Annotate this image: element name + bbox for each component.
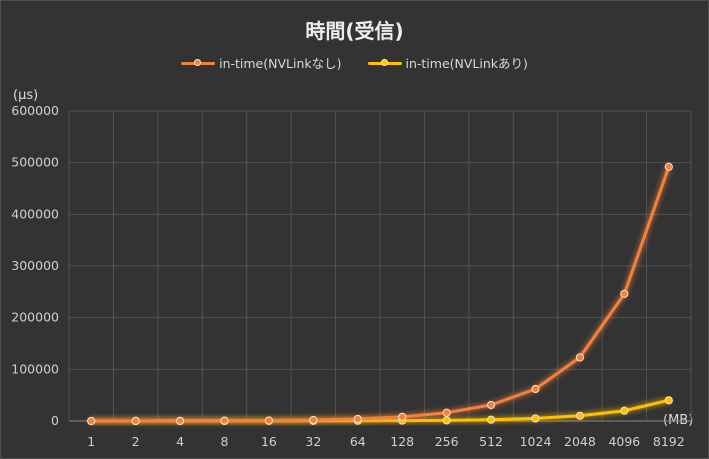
- x-tick-label: 4096: [608, 434, 640, 449]
- y-tick-label: 0: [51, 413, 59, 428]
- x-tick-label: 64: [350, 434, 366, 449]
- data-point-series-2: [442, 416, 451, 425]
- y-tick-label: 100000: [11, 361, 59, 376]
- legend-item-series-1: in-time(NVLinkなし): [181, 53, 342, 72]
- y-tick-label: 500000: [11, 155, 59, 170]
- y-tick-label: 300000: [11, 258, 59, 273]
- y-tick-label: 600000: [11, 103, 59, 118]
- chart-legend: in-time(NVLinkなし) in-time(NVLinkあり): [1, 53, 708, 72]
- x-tick-label: 256: [435, 434, 459, 449]
- y-tick-label: 200000: [11, 310, 59, 325]
- data-point-series-1: [486, 400, 496, 410]
- data-point-series-1: [531, 384, 540, 394]
- x-tick-label: 128: [390, 434, 414, 449]
- data-point-series-2: [664, 396, 673, 405]
- data-point-series-1: [575, 353, 585, 362]
- x-tick-label: 1: [87, 434, 95, 449]
- data-point-series-1: [175, 416, 185, 425]
- x-tick-label: 2048: [564, 434, 596, 449]
- legend-swatch-series-1: [181, 57, 216, 69]
- data-point-series-1: [264, 416, 274, 425]
- data-point-series-1: [442, 408, 451, 417]
- x-tick-label: 1024: [520, 434, 552, 449]
- legend-swatch-series-2: [367, 57, 402, 69]
- data-point-series-1: [353, 414, 362, 424]
- data-point-series-1: [309, 415, 318, 425]
- x-tick-label: 4: [176, 434, 184, 449]
- data-point-series-1: [87, 416, 96, 426]
- data-point-series-2: [620, 406, 629, 415]
- data-point-series-2: [486, 415, 496, 424]
- data-point-series-2: [531, 414, 540, 423]
- x-tick-label: 16: [261, 434, 277, 449]
- x-tick-label: 8: [221, 434, 229, 449]
- y-tick-label: 400000: [11, 206, 59, 221]
- x-tick-label: 512: [479, 434, 503, 449]
- data-point-series-1: [664, 162, 673, 171]
- legend-item-series-2: in-time(NVLinkあり): [367, 53, 528, 72]
- x-tick-label: 32: [305, 434, 321, 449]
- y-axis-unit-label: (µs): [13, 88, 38, 103]
- data-point-series-1: [131, 416, 140, 425]
- x-tick-label: 8192: [653, 434, 685, 449]
- data-point-series-1: [220, 416, 229, 425]
- x-tick-label: 2: [132, 434, 140, 449]
- data-point-series-1: [620, 289, 629, 298]
- data-point-series-1: [398, 412, 407, 421]
- series-line-1: [89, 165, 671, 423]
- legend-label-series-2: in-time(NVLinkあり): [405, 56, 528, 71]
- chart-title: 時間(受信): [305, 19, 404, 43]
- legend-label-series-1: in-time(NVLinkなし): [219, 56, 342, 71]
- data-point-series-2: [575, 411, 585, 420]
